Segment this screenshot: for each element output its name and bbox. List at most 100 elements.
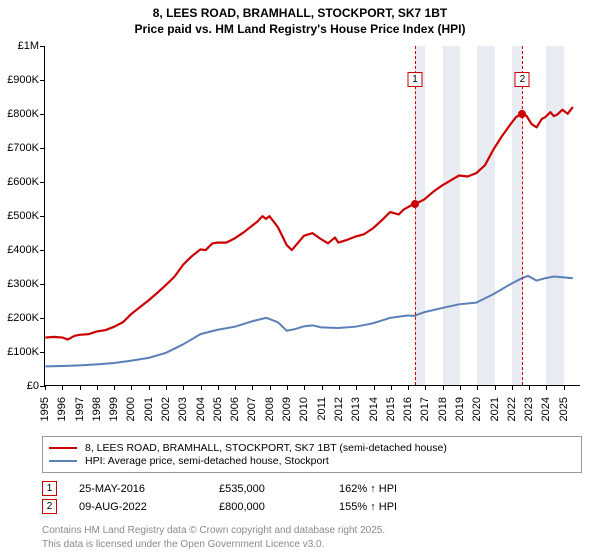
legend-series-label: HPI: Average price, semi-detached house,…: [85, 455, 329, 467]
y-tick-label: £700K: [7, 142, 39, 154]
event-marker-line: [522, 46, 523, 385]
x-tick-label: 2019: [454, 397, 466, 421]
event-marker-line: [415, 46, 416, 385]
title-line-1: 8, LEES ROAD, BRAMHALL, STOCKPORT, SK7 1…: [0, 6, 600, 22]
x-tick-label: 1999: [108, 397, 120, 421]
title-line-2: Price paid vs. HM Land Registry's House …: [0, 22, 600, 38]
x-tick-label: 2022: [506, 397, 518, 421]
x-tick-label: 2008: [264, 397, 276, 421]
x-tick-mark: [235, 385, 236, 390]
x-tick-label: 2004: [195, 397, 207, 421]
x-tick-label: 2014: [368, 397, 380, 421]
x-tick-mark: [564, 385, 565, 390]
x-tick-label: 2021: [489, 397, 501, 421]
x-tick-label: 2025: [558, 397, 570, 421]
x-tick-mark: [201, 385, 202, 390]
event-marker-box: 1: [408, 72, 423, 87]
legend-swatch: [49, 447, 77, 449]
x-tick-label: 2024: [540, 397, 552, 421]
x-tick-label: 1998: [91, 397, 103, 421]
footer-line-2: This data is licensed under the Open Gov…: [42, 538, 385, 552]
x-tick-label: 2011: [316, 397, 328, 421]
legend-event-row: 1 25-MAY-2016£535,000162% ↑ HPI: [42, 481, 582, 496]
x-tick-label: 2002: [160, 397, 172, 421]
x-tick-mark: [287, 385, 288, 390]
x-tick-label: 2003: [177, 397, 189, 421]
y-tick-label: £400K: [7, 244, 39, 256]
x-tick-mark: [149, 385, 150, 390]
legend-event-row: 2 09-AUG-2022£800,000155% ↑ HPI: [42, 499, 582, 514]
legend-series-row: HPI: Average price, semi-detached house,…: [49, 455, 575, 467]
event-marker-dot: [411, 200, 419, 208]
x-tick-mark: [339, 385, 340, 390]
event-marker-dot: [518, 110, 526, 118]
y-tick-mark: [40, 216, 45, 217]
y-tick-label: £500K: [7, 210, 39, 222]
x-tick-mark: [304, 385, 305, 390]
y-tick-mark: [40, 352, 45, 353]
y-tick-label: £0: [27, 380, 39, 392]
legend-swatch: [49, 460, 77, 462]
x-tick-mark: [408, 385, 409, 390]
x-tick-label: 2016: [402, 397, 414, 421]
x-tick-label: 2006: [229, 397, 241, 421]
y-tick-mark: [40, 80, 45, 81]
x-tick-mark: [183, 385, 184, 390]
legend-event-box: 1: [42, 481, 57, 496]
x-tick-label: 1995: [39, 397, 51, 421]
legend-series-row: 8, LEES ROAD, BRAMHALL, STOCKPORT, SK7 1…: [49, 442, 575, 454]
series-legend: 8, LEES ROAD, BRAMHALL, STOCKPORT, SK7 1…: [42, 436, 582, 473]
legend-series-label: 8, LEES ROAD, BRAMHALL, STOCKPORT, SK7 1…: [85, 442, 447, 454]
x-tick-mark: [391, 385, 392, 390]
x-tick-label: 2017: [419, 397, 431, 421]
y-tick-label: £300K: [7, 278, 39, 290]
y-tick-label: £1M: [18, 40, 39, 52]
legend-event-pct: 155% ↑ HPI: [339, 501, 397, 513]
x-tick-label: 2023: [523, 397, 535, 421]
y-tick-mark: [40, 46, 45, 47]
y-tick-mark: [40, 114, 45, 115]
y-tick-mark: [40, 148, 45, 149]
x-tick-label: 2001: [143, 397, 155, 421]
y-tick-mark: [40, 250, 45, 251]
x-tick-label: 2005: [212, 397, 224, 421]
x-tick-mark: [477, 385, 478, 390]
plot-svg: [45, 46, 580, 385]
x-tick-mark: [252, 385, 253, 390]
x-tick-label: 2012: [333, 397, 345, 421]
legend-event-price: £800,000: [219, 501, 339, 513]
x-tick-mark: [322, 385, 323, 390]
y-tick-label: £800K: [7, 108, 39, 120]
x-tick-mark: [495, 385, 496, 390]
y-tick-label: £100K: [7, 346, 39, 358]
x-tick-mark: [460, 385, 461, 390]
footer-line-1: Contains HM Land Registry data © Crown c…: [42, 524, 385, 538]
x-tick-mark: [443, 385, 444, 390]
y-tick-mark: [40, 318, 45, 319]
x-tick-mark: [218, 385, 219, 390]
y-tick-mark: [40, 182, 45, 183]
legend-event-date: 25-MAY-2016: [79, 483, 219, 495]
x-tick-label: 2020: [471, 397, 483, 421]
x-tick-label: 2013: [350, 397, 362, 421]
x-tick-mark: [529, 385, 530, 390]
x-tick-mark: [270, 385, 271, 390]
y-tick-mark: [40, 284, 45, 285]
x-tick-mark: [425, 385, 426, 390]
legend-event-date: 09-AUG-2022: [79, 501, 219, 513]
x-tick-mark: [45, 385, 46, 390]
chart-title: 8, LEES ROAD, BRAMHALL, STOCKPORT, SK7 1…: [0, 0, 600, 37]
x-tick-label: 2018: [437, 397, 449, 421]
x-tick-label: 2015: [385, 397, 397, 421]
legend-event-pct: 162% ↑ HPI: [339, 483, 397, 495]
legend-event-price: £535,000: [219, 483, 339, 495]
y-tick-label: £600K: [7, 176, 39, 188]
y-tick-label: £900K: [7, 74, 39, 86]
legend-event-box: 2: [42, 499, 57, 514]
x-tick-mark: [80, 385, 81, 390]
x-tick-label: 2009: [281, 397, 293, 421]
x-tick-label: 2010: [298, 397, 310, 421]
plot-area: £0£100K£200K£300K£400K£500K£600K£700K£80…: [44, 46, 580, 386]
x-tick-label: 1997: [74, 397, 86, 421]
series-price-paid: [45, 107, 573, 340]
